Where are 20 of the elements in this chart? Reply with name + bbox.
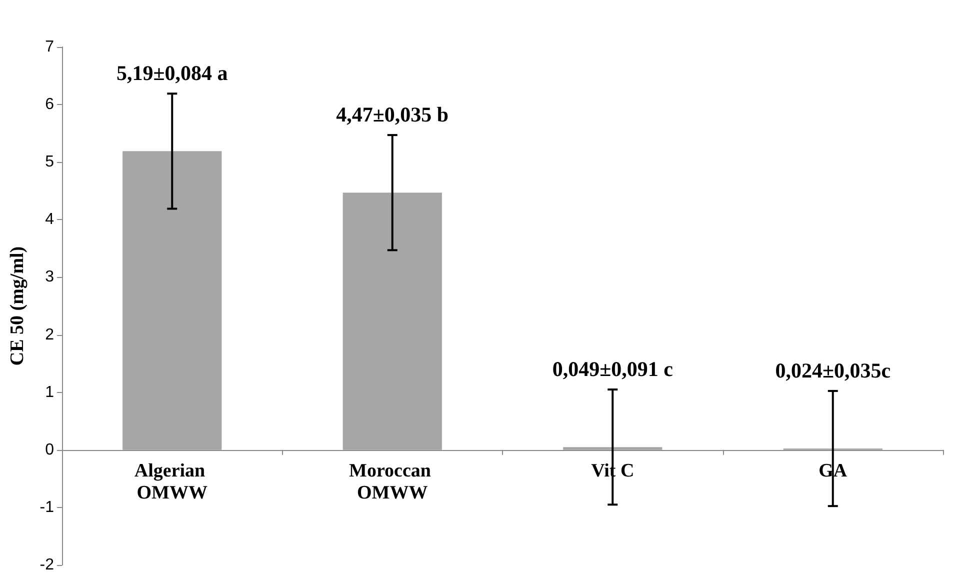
x-tick-label: Moroccan OMWW — [349, 460, 436, 504]
data-label: 5,19±0,084 a — [116, 61, 228, 86]
bar — [342, 192, 442, 450]
y-axis-title: CE 50 (mg/ml) — [7, 246, 28, 366]
x-tick-label: Algerian OMWW — [134, 460, 210, 504]
y-tick-label: 3 — [45, 268, 54, 286]
data-label: 0,049±0,091 c — [552, 357, 673, 382]
y-tick-label: 0 — [45, 441, 54, 458]
y-tick-label: 2 — [45, 326, 54, 344]
y-tick-label: 5 — [45, 154, 54, 171]
y-tick-label: 4 — [45, 211, 54, 228]
data-label: 0,024±0,035c — [775, 358, 891, 382]
y-tick-label: 1 — [45, 384, 54, 401]
y-tick-label: -2 — [40, 556, 54, 574]
bar — [563, 447, 662, 450]
y-tick-label: 6 — [45, 96, 54, 114]
y-tick-label: -1 — [40, 498, 54, 516]
data-label: 4,47±0,035 b — [336, 102, 449, 127]
bar — [122, 151, 222, 450]
y-tick-label: 7 — [45, 38, 54, 56]
